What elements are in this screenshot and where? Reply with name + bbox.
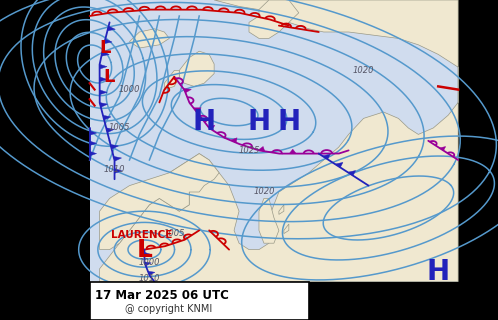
Polygon shape [164, 70, 179, 90]
Polygon shape [90, 151, 97, 156]
Polygon shape [111, 144, 119, 149]
Text: 1025: 1025 [238, 146, 260, 155]
Polygon shape [289, 149, 296, 154]
Polygon shape [322, 154, 330, 159]
Polygon shape [279, 205, 284, 214]
Text: 1005: 1005 [109, 124, 130, 132]
Polygon shape [103, 115, 111, 120]
Bar [90, 0, 458, 282]
Polygon shape [106, 128, 114, 132]
Polygon shape [249, 0, 299, 38]
Text: H: H [193, 108, 216, 136]
Polygon shape [90, 141, 97, 146]
Polygon shape [101, 52, 109, 56]
Text: 1020: 1020 [253, 188, 275, 196]
Polygon shape [348, 171, 356, 176]
Polygon shape [439, 147, 446, 151]
Text: 1000: 1000 [119, 85, 140, 94]
Polygon shape [100, 0, 458, 282]
Polygon shape [335, 162, 343, 167]
Text: H: H [248, 108, 270, 136]
Text: L: L [104, 68, 115, 86]
Polygon shape [258, 147, 265, 151]
Text: @ copyright KNMI: @ copyright KNMI [124, 304, 212, 314]
Text: 1020: 1020 [353, 66, 374, 75]
Polygon shape [108, 26, 116, 31]
Polygon shape [100, 90, 107, 95]
Text: H: H [427, 258, 450, 286]
Polygon shape [144, 262, 151, 266]
Text: L: L [99, 39, 110, 57]
Text: 1000: 1000 [138, 258, 160, 267]
Polygon shape [100, 77, 107, 82]
Polygon shape [230, 138, 237, 143]
Polygon shape [207, 125, 215, 130]
Text: 17 Mar 2025 06 UTC: 17 Mar 2025 06 UTC [95, 289, 229, 301]
Polygon shape [129, 29, 169, 48]
Bar [90, 282, 309, 320]
Polygon shape [115, 169, 122, 173]
Polygon shape [184, 88, 191, 93]
Text: L: L [136, 237, 152, 262]
Polygon shape [90, 131, 97, 135]
Text: 1005: 1005 [163, 229, 185, 238]
Polygon shape [100, 154, 219, 250]
Polygon shape [104, 39, 112, 44]
Polygon shape [100, 64, 107, 69]
Polygon shape [144, 252, 151, 256]
Text: H: H [277, 108, 300, 136]
Polygon shape [179, 51, 214, 86]
Text: 1010: 1010 [104, 165, 125, 174]
Polygon shape [193, 108, 201, 112]
Polygon shape [148, 271, 155, 275]
Polygon shape [100, 102, 108, 107]
Text: LAURENCE: LAURENCE [111, 230, 173, 240]
Polygon shape [114, 156, 122, 161]
Polygon shape [259, 198, 279, 243]
Text: 1010: 1010 [138, 274, 160, 283]
Polygon shape [284, 224, 289, 234]
